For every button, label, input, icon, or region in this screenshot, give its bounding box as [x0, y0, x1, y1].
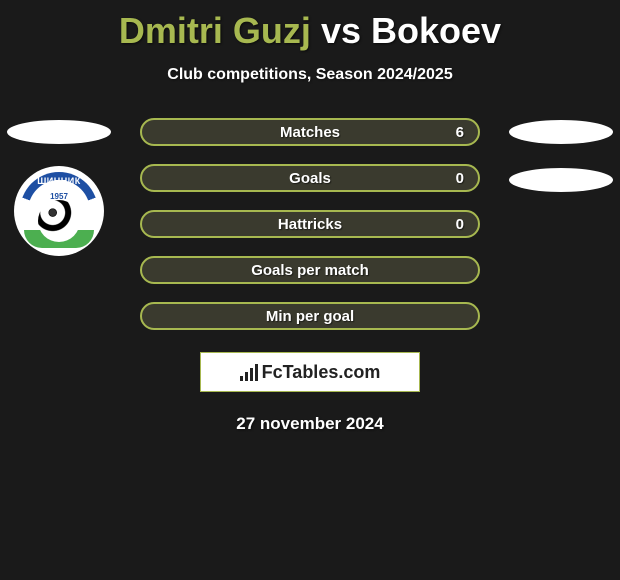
stat-label: Hattricks	[278, 216, 342, 233]
content-area: ШИННИК 1957 Matches 6 Goals 0 Hattricks …	[0, 118, 620, 434]
branding-box: FcTables.com	[200, 352, 420, 392]
date-text: 27 november 2024	[0, 414, 620, 434]
stat-label: Matches	[280, 124, 340, 141]
stat-bar-goals: Goals 0	[140, 164, 480, 192]
soccer-ball-icon	[38, 200, 80, 242]
bar-chart-icon	[240, 363, 258, 381]
player1-club-badge: ШИННИК 1957	[14, 166, 104, 256]
player2-photo-placeholder	[509, 120, 613, 144]
stat-bar-min-per-goal: Min per goal	[140, 302, 480, 330]
stat-bars: Matches 6 Goals 0 Hattricks 0 Goals per …	[140, 118, 480, 330]
title-vs: vs	[321, 10, 361, 51]
player1-name: Dmitri Guzj	[119, 10, 311, 51]
stat-bar-matches: Matches 6	[140, 118, 480, 146]
badge-club-name: ШИННИК	[14, 176, 104, 186]
stat-label: Min per goal	[266, 308, 354, 325]
player1-photo-placeholder	[7, 120, 111, 144]
comparison-title: Dmitri Guzj vs Bokoev	[0, 0, 620, 52]
branding-text: FcTables.com	[262, 362, 381, 383]
stat-label: Goals	[289, 170, 331, 187]
stat-right-value: 0	[456, 216, 464, 233]
player2-club-placeholder	[509, 168, 613, 192]
player1-column: ШИННИК 1957	[4, 118, 114, 256]
stat-bar-goals-per-match: Goals per match	[140, 256, 480, 284]
player2-column	[506, 118, 616, 192]
stat-right-value: 6	[456, 124, 464, 141]
stat-right-value: 0	[456, 170, 464, 187]
stat-bar-hattricks: Hattricks 0	[140, 210, 480, 238]
player2-name: Bokoev	[371, 10, 501, 51]
subtitle: Club competitions, Season 2024/2025	[0, 66, 620, 84]
stat-label: Goals per match	[251, 262, 369, 279]
